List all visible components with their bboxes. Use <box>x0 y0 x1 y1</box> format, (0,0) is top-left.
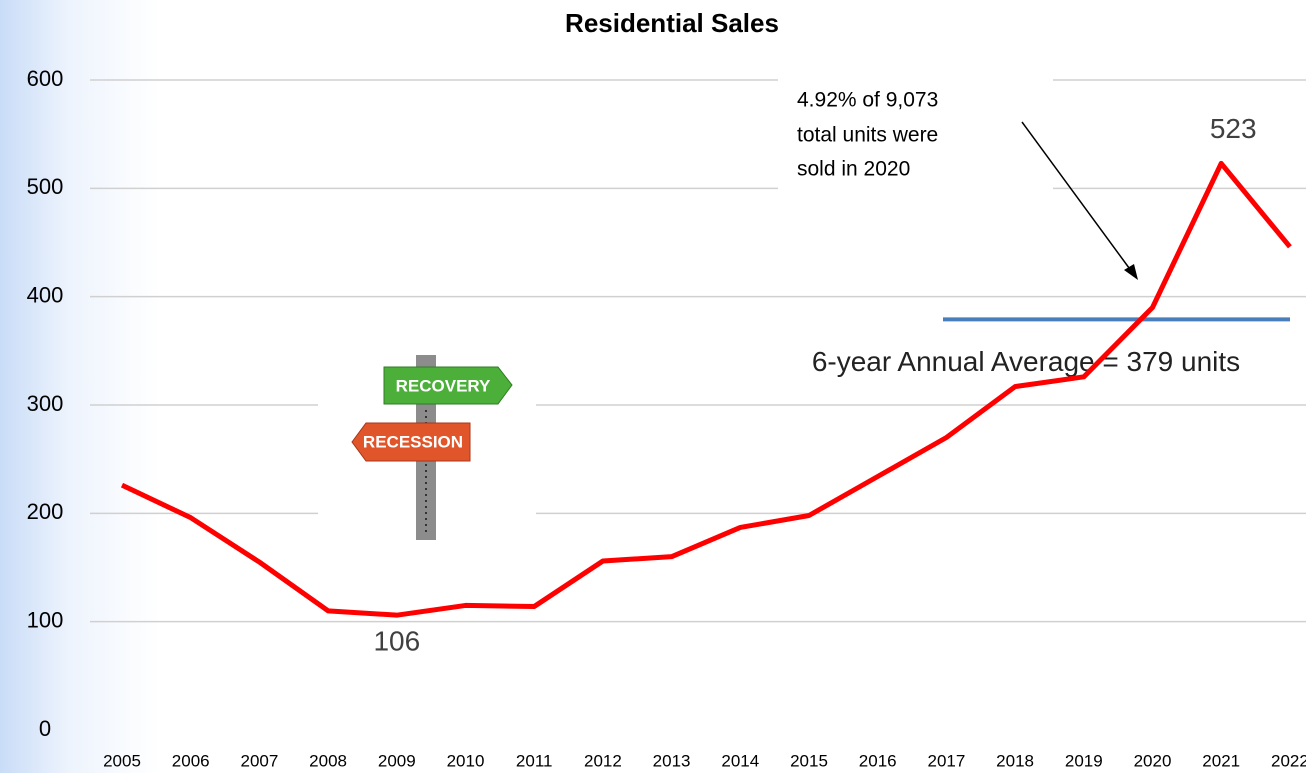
y-tick-label: 300 <box>27 391 64 416</box>
data-label: 106 <box>373 626 420 657</box>
x-tick-label: 2006 <box>172 751 210 770</box>
x-tick-label: 2022 <box>1271 751 1306 770</box>
sign-text: RECOVERY <box>396 376 491 395</box>
sign-text: RECESSION <box>363 432 463 451</box>
annotation-line: total units were <box>797 124 938 147</box>
sign-recession <box>351 422 471 462</box>
chart-title: Residential Sales <box>565 8 779 38</box>
x-tick-label: 2010 <box>447 751 485 770</box>
annotation-box <box>778 70 1053 195</box>
average-label: 6-year Annual Average = 379 units <box>812 346 1240 377</box>
y-tick-label: 600 <box>27 66 64 91</box>
x-tick-label: 2012 <box>584 751 622 770</box>
y-tick-label: 200 <box>27 499 64 524</box>
x-tick-label: 2011 <box>516 751 553 770</box>
grid <box>90 79 1306 623</box>
annotation-line: sold in 2020 <box>797 158 910 181</box>
y-tick-label: 500 <box>27 174 64 199</box>
x-tick-label: 2009 <box>378 751 416 770</box>
annotation-arrow <box>1021 121 1133 273</box>
annotation-line: 4.92% of 9,073 <box>797 89 938 112</box>
sign: RECOVERY RECESSION <box>351 355 513 540</box>
x-tick-label: 2019 <box>1065 751 1103 770</box>
x-tick-label: 2005 <box>103 751 141 770</box>
plot: 0 100 200 300 400 500 600 2005 2006 2007 2008 2009 2… <box>27 66 1306 771</box>
x-tick-label: 2017 <box>927 751 965 770</box>
x-tick-label: 2007 <box>240 751 278 770</box>
x-tick-label: 2016 <box>859 751 897 770</box>
y-tick-label: 0 <box>39 716 51 741</box>
x-tick-label: 2013 <box>653 751 691 770</box>
data-label: 523 <box>1210 113 1257 144</box>
x-tick-label: 2021 <box>1202 751 1240 770</box>
y-tick-label: 100 <box>27 607 64 632</box>
x-tick-label: 2008 <box>309 751 347 770</box>
x-tick-label: 2014 <box>721 751 759 770</box>
sign-recovery <box>383 366 513 405</box>
x-tick-label: 2020 <box>1134 751 1172 770</box>
x-tick-label: 2018 <box>996 751 1034 770</box>
x-tick-label: 2015 <box>790 751 828 770</box>
y-tick-label: 400 <box>27 282 64 307</box>
line <box>120 160 1292 618</box>
annotation: 4.92% of 9,073 total units were sold in … <box>797 89 1138 280</box>
arrow-head <box>1124 264 1138 280</box>
